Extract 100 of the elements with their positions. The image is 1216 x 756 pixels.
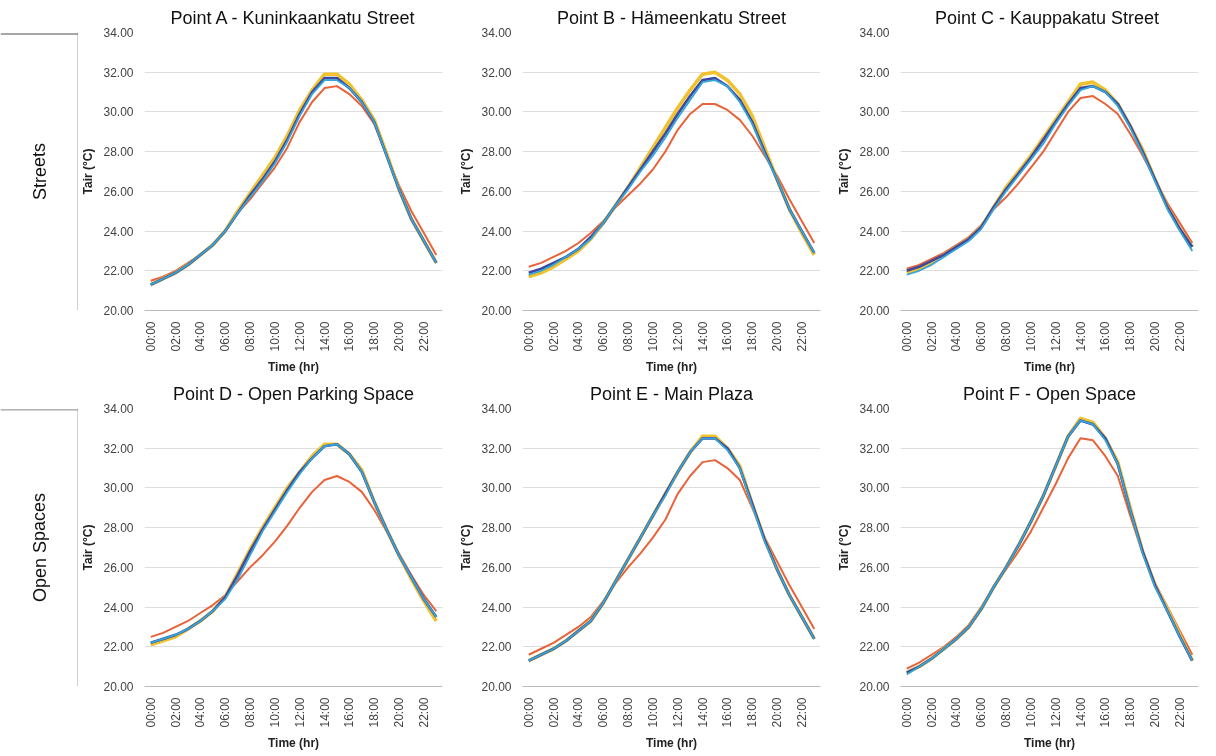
- y-tick-label: 34.00: [103, 402, 134, 416]
- y-tick-label: 30.00: [481, 105, 512, 120]
- x-tick-label: 00:00: [521, 321, 536, 352]
- x-tick-label: 02:00: [546, 697, 561, 728]
- y-tick-label: 28.00: [859, 145, 890, 160]
- x-tick-label: 12:00: [292, 697, 307, 728]
- y-tick-label: 30.00: [103, 481, 134, 496]
- y-tick-label: 32.00: [103, 65, 134, 80]
- y-tick-label: 24.00: [481, 600, 512, 615]
- y-axis-title: Tair (°C): [459, 148, 474, 195]
- y-tick-label: 32.00: [481, 65, 512, 80]
- text: Open Spaces: [29, 492, 50, 603]
- y-tick-label: 30.00: [481, 481, 512, 496]
- y-tick-label: 34.00: [481, 402, 512, 416]
- x-tick-label: 12:00: [670, 321, 685, 352]
- chart-title: Point F - Open Space: [962, 383, 1137, 404]
- y-tick-label: 26.00: [103, 560, 134, 575]
- x-tick-label: 04:00: [949, 697, 964, 728]
- x-tick-label: 02:00: [546, 321, 561, 352]
- x-tick-label: 20:00: [770, 321, 785, 352]
- x-tick-label: 12:00: [1048, 697, 1063, 728]
- x-axis-title: Time (hr): [1023, 359, 1076, 374]
- y-tick-label: 28.00: [103, 521, 134, 536]
- x-axis-title: Time (hr): [267, 735, 320, 750]
- x-tick-label: 22:00: [794, 321, 809, 352]
- chart-title: Point D - Open Parking Space: [172, 383, 415, 404]
- x-tick-label: 12:00: [292, 321, 307, 352]
- x-tick-label: 18:00: [1123, 697, 1138, 728]
- x-tick-label: 18:00: [1123, 321, 1138, 352]
- x-tick-label: 14:00: [1073, 697, 1088, 728]
- x-tick-label: 16:00: [1098, 321, 1113, 352]
- y-tick-label: 32.00: [859, 65, 890, 80]
- x-tick-label: 22:00: [416, 697, 431, 728]
- y-tick-label: 28.00: [103, 145, 134, 160]
- chart-title: Point E - Main Plaza: [589, 383, 755, 404]
- x-tick-label: 08:00: [243, 697, 258, 728]
- x-tick-label: 14:00: [695, 321, 710, 352]
- x-tick-label: 06:00: [596, 321, 611, 352]
- y-tick-label: 28.00: [481, 145, 512, 160]
- x-tick-label: 14:00: [695, 697, 710, 728]
- x-tick-label: 14:00: [317, 697, 332, 728]
- x-tick-label: 00:00: [899, 697, 914, 728]
- y-tick-label: 32.00: [103, 441, 134, 456]
- x-tick-label: 04:00: [571, 697, 586, 728]
- x-tick-label: 14:00: [1073, 321, 1088, 352]
- y-tick-label: 24.00: [103, 600, 134, 615]
- y-tick-label: 22.00: [859, 264, 890, 279]
- x-tick-label: 14:00: [317, 321, 332, 352]
- y-tick-label: 34.00: [481, 26, 512, 40]
- y-tick-label: 20.00: [859, 680, 890, 694]
- x-tick-label: 20:00: [1148, 697, 1163, 728]
- x-tick-label: 04:00: [571, 321, 586, 352]
- text: Streets: [29, 142, 50, 201]
- y-tick-label: 26.00: [481, 184, 512, 199]
- x-tick-label: 06:00: [218, 697, 233, 728]
- y-tick-label: 30.00: [103, 105, 134, 120]
- x-tick-label: 18:00: [745, 697, 760, 728]
- x-tick-label: 16:00: [342, 697, 357, 728]
- x-tick-label: 10:00: [1023, 697, 1038, 728]
- y-tick-label: 20.00: [859, 304, 890, 318]
- y-tick-label: 22.00: [481, 264, 512, 279]
- y-tick-label: 20.00: [481, 680, 512, 694]
- x-tick-label: 10:00: [267, 697, 282, 728]
- x-tick-label: 20:00: [392, 321, 407, 352]
- x-tick-label: 02:00: [924, 321, 939, 352]
- x-axis-title: Time (hr): [267, 359, 320, 374]
- y-tick-label: 30.00: [859, 481, 890, 496]
- y-tick-label: 20.00: [103, 304, 134, 318]
- y-tick-label: 20.00: [103, 680, 134, 694]
- x-tick-label: 06:00: [218, 321, 233, 352]
- x-tick-label: 18:00: [367, 321, 382, 352]
- y-tick-label: 34.00: [103, 26, 134, 40]
- y-tick-label: 26.00: [481, 560, 512, 575]
- x-tick-label: 08:00: [999, 697, 1014, 728]
- x-tick-label: 16:00: [720, 697, 735, 728]
- x-tick-label: 06:00: [974, 321, 989, 352]
- x-tick-label: 22:00: [416, 321, 431, 352]
- chart-title: Point A - Kuninkaankatu Street: [170, 7, 415, 28]
- y-tick-label: 32.00: [859, 441, 890, 456]
- x-axis-title: Time (hr): [645, 359, 698, 374]
- y-tick-label: 28.00: [481, 521, 512, 536]
- y-axis-title: Tair (°C): [459, 524, 474, 571]
- x-tick-label: 10:00: [1023, 321, 1038, 352]
- x-tick-label: 12:00: [670, 697, 685, 728]
- x-tick-label: 00:00: [143, 697, 158, 728]
- x-axis-title: Time (hr): [1023, 735, 1076, 750]
- y-tick-label: 22.00: [103, 640, 134, 655]
- y-tick-label: 32.00: [481, 441, 512, 456]
- x-tick-label: 20:00: [392, 697, 407, 728]
- x-tick-label: 00:00: [899, 321, 914, 352]
- y-axis-title: Tair (°C): [837, 524, 852, 571]
- y-axis-title: Tair (°C): [837, 148, 852, 195]
- x-tick-label: 08:00: [243, 321, 258, 352]
- y-tick-label: 22.00: [481, 640, 512, 655]
- x-tick-label: 04:00: [193, 321, 208, 352]
- y-tick-label: 24.00: [481, 224, 512, 239]
- x-tick-label: 08:00: [621, 321, 636, 352]
- y-tick-label: 24.00: [103, 224, 134, 239]
- x-tick-label: 20:00: [1148, 321, 1163, 352]
- x-tick-label: 18:00: [745, 321, 760, 352]
